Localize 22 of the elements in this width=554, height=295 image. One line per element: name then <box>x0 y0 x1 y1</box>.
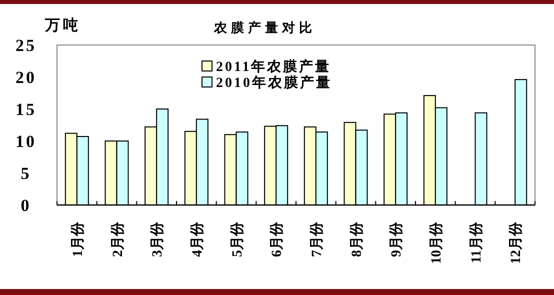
legend-label: 2010年农膜产量 <box>216 74 332 91</box>
x-tick-label: 5月份 <box>229 221 246 257</box>
y-tick-label: 15 <box>16 100 36 119</box>
x-tick-label: 7月份 <box>308 221 325 257</box>
y-axis-title: 万吨 <box>44 17 81 34</box>
x-tick-label: 6月份 <box>269 221 286 257</box>
x-tick-label: 3月份 <box>150 221 166 257</box>
x-tick-label: 12月份 <box>508 221 524 264</box>
x-tick-label: 11月份 <box>468 221 484 264</box>
y-tick-label: 5 <box>20 164 32 183</box>
x-tick-label: 2月份 <box>110 221 126 257</box>
legend-label: 2011年农膜产量 <box>216 58 332 75</box>
y-tick-label: 25 <box>16 36 36 55</box>
y-tick-label: 0 <box>20 196 32 215</box>
y-tick-label: 20 <box>16 68 36 87</box>
x-tick-label: 10月份 <box>428 221 444 264</box>
chart-title: 农膜产量对比 <box>213 20 316 35</box>
x-tick-label: 8月份 <box>348 221 365 257</box>
y-tick-label: 10 <box>16 132 36 151</box>
x-tick-label: 4月份 <box>189 221 206 257</box>
x-tick-label: 1月份 <box>70 221 86 257</box>
x-tick-label: 9月份 <box>388 221 405 257</box>
